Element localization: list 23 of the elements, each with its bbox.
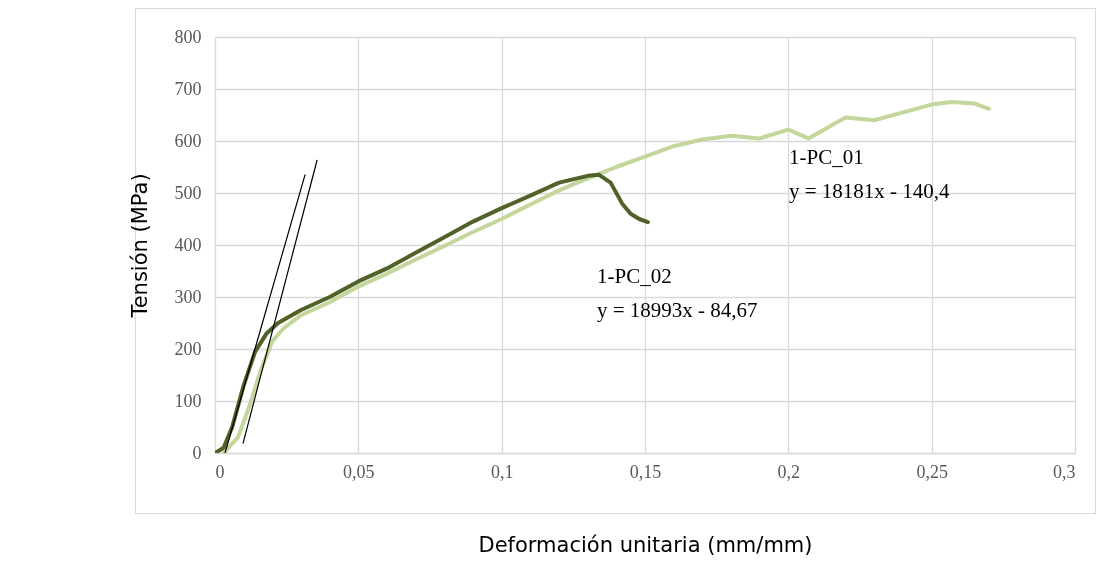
y-tick-label: 200 <box>174 338 202 359</box>
y-tick-label: 100 <box>174 390 202 411</box>
y-tick-label: 600 <box>174 130 202 151</box>
y-tick-label: 0 <box>192 442 202 463</box>
y-tick-label: 300 <box>174 286 202 307</box>
x-tick-label: 0,15 <box>629 461 662 482</box>
x-tick-label: 0,3 <box>1053 461 1076 482</box>
y-tick-label: 700 <box>174 78 202 99</box>
x-tick-label: 0,05 <box>343 461 375 482</box>
y-tick-label: 500 <box>174 182 202 203</box>
x-tick-label: 0,25 <box>916 461 948 482</box>
y-tick-label: 800 <box>174 26 202 47</box>
x-tick-label: 0,1 <box>490 461 514 482</box>
y-axis-title: Tensión (MPa) <box>127 173 152 319</box>
annotation: y = 18181x - 140,4 <box>789 179 951 203</box>
x-axis-title: Deformación unitaria (mm/mm) <box>478 532 813 557</box>
annotation: y = 18993x - 84,67 <box>597 298 758 322</box>
line-series <box>221 100 991 453</box>
x-tick-label: 0,2 <box>777 461 801 482</box>
x-tick-label: 0 <box>215 461 225 482</box>
y-tick-label: 400 <box>174 234 202 255</box>
annotation: 1-PC_01 <box>789 145 864 169</box>
annotation: 1-PC_02 <box>597 264 672 288</box>
